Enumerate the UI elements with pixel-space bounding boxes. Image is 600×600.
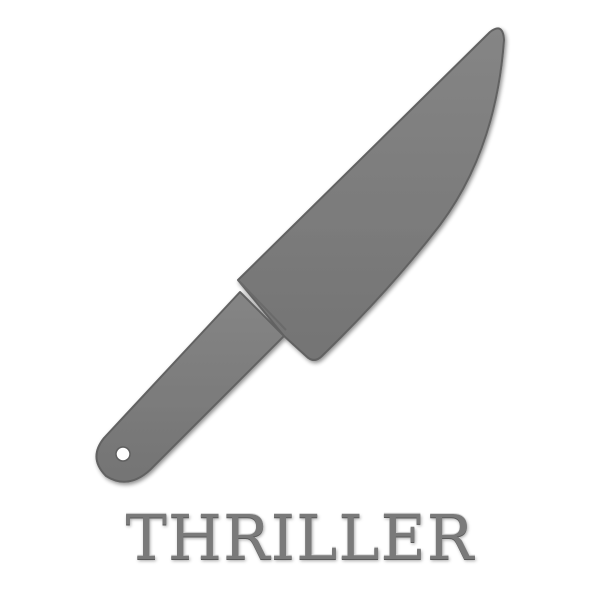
- genre-title: THRILLER: [125, 501, 475, 574]
- handle-hole: [115, 446, 131, 462]
- knife-handle: [95, 291, 285, 483]
- knife-icon: [95, 27, 505, 483]
- knife-blade: [237, 27, 505, 361]
